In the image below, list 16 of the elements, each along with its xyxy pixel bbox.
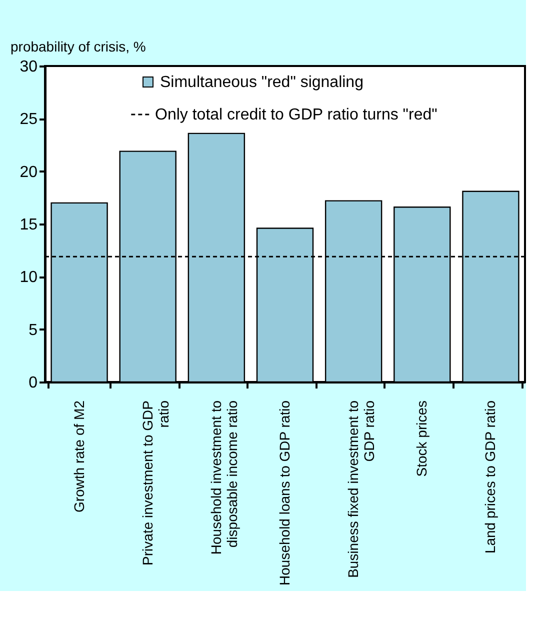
y-tick-label: 0 xyxy=(28,374,38,392)
x-tick-label: Household loans to GDP ratio xyxy=(276,400,292,586)
y-tick-label: 25 xyxy=(20,111,38,128)
x-tick-label: Private investment to GDP ratio xyxy=(139,400,172,566)
x-tick-label: Growth rate of M2 xyxy=(70,400,87,513)
y-tick-label: 20 xyxy=(20,164,38,181)
y-tick-label: 15 xyxy=(20,216,38,234)
x-tick-label: Land prices to GDP ratio xyxy=(482,400,498,554)
y-tick-label: 30 xyxy=(20,58,38,76)
x-tick-label: Stock prices xyxy=(414,400,430,477)
x-tick-label: Business fixed investment to GDP ratio xyxy=(345,400,378,578)
y-axis-title: probability of crisis, % xyxy=(10,38,146,54)
y-tick-label: 10 xyxy=(20,269,38,286)
legend-label: Only total credit to GDP ratio turns "red" xyxy=(155,106,438,124)
legend-label: Simultaneous "red" signaling xyxy=(160,74,364,91)
y-tick-label: 5 xyxy=(28,322,38,339)
